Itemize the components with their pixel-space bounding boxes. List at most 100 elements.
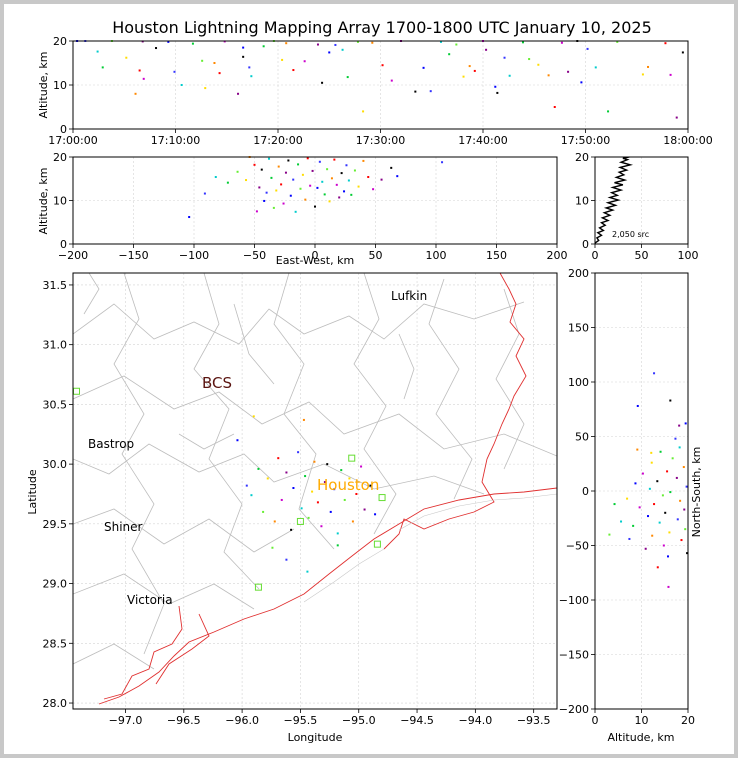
hist-y-tick-label: 20 <box>575 151 589 164</box>
ns-y-tick-label: 100 <box>568 376 589 389</box>
map-source-point <box>320 525 323 528</box>
ew-source-point <box>272 206 275 209</box>
time-source-point <box>553 106 556 108</box>
map-ylabel: Latitude <box>26 469 39 515</box>
ew-x-tick-label: 0 <box>312 249 319 262</box>
time-source-point <box>316 43 319 46</box>
ns-y-tick-label: 50 <box>575 431 589 444</box>
time-x-tick-label: 17:50:00 <box>561 134 610 147</box>
time-source-point <box>218 72 221 75</box>
map-source-point <box>348 477 351 480</box>
map-x-tick-label: −96.0 <box>225 714 259 727</box>
ew-source-point <box>299 187 302 190</box>
map-source-point <box>280 498 283 501</box>
time-source-point <box>242 55 245 58</box>
time-x-tick-label: 17:40:00 <box>458 134 507 147</box>
map-points <box>236 415 377 573</box>
map-source-point <box>277 457 280 460</box>
ns-x-ticks: 0 10 20 <box>592 709 695 727</box>
time-source-point <box>242 46 245 49</box>
map-source-point <box>329 510 332 513</box>
ew-x-tick-label: 200 <box>547 249 568 262</box>
map-y-ticks: 28.0 28.5 29.0 29.5 30.0 30.5 31.0 31.5 <box>43 279 73 710</box>
ew-source-point <box>314 205 316 208</box>
ew-source-point <box>345 164 348 167</box>
time-source-point <box>362 110 365 113</box>
map-source-point <box>313 460 316 463</box>
ew-source-point <box>353 169 356 172</box>
ns-source-point <box>613 503 616 506</box>
ns-points <box>608 372 689 588</box>
map-y-tick-label: 29.0 <box>43 578 68 591</box>
ew-source-point <box>306 157 309 160</box>
ns-x-tick-label: 20 <box>681 714 695 727</box>
ns-source-point <box>666 470 669 473</box>
ew-source-point <box>328 200 331 203</box>
ew-x-tick-label: 100 <box>426 249 447 262</box>
ew-source-point <box>326 168 329 171</box>
ns-x-tick-label: 10 <box>635 714 649 727</box>
histogram-panel: 0 50 100 0 10 20 2,050 src <box>575 151 699 262</box>
time-source-point <box>567 70 570 73</box>
ew-source-point <box>338 196 341 199</box>
map-x-tick-label: −95.5 <box>284 714 318 727</box>
map-source-point <box>316 501 319 504</box>
ns-source-point <box>653 372 656 375</box>
place-label-victoria: Victoria <box>127 593 173 607</box>
time-source-point <box>580 81 583 84</box>
time-source-point <box>101 66 104 69</box>
time-source-point <box>303 60 306 63</box>
place-label-lufkin: Lufkin <box>391 289 427 303</box>
ew-source-point <box>380 178 383 181</box>
ns-source-point <box>656 480 659 483</box>
ns-source-point <box>669 491 672 494</box>
place-label-bastrop: Bastrop <box>88 437 134 451</box>
ew-source-point <box>282 202 285 205</box>
time-source-point <box>281 58 284 61</box>
ns-source-point <box>676 518 679 521</box>
map-source-point <box>355 492 358 495</box>
map-x-tick-label: −96.5 <box>167 714 201 727</box>
map-source-point <box>290 528 293 531</box>
time-source-point <box>381 64 384 67</box>
ew-source-point <box>275 189 278 192</box>
ns-gridlines <box>594 272 689 710</box>
hist-y-tick-label: 0 <box>582 238 589 251</box>
time-source-point <box>173 70 176 73</box>
coast-fill-lines <box>303 493 557 603</box>
time-x-ticks: 17:00:00 17:10:00 17:20:00 17:30:00 17:40:00… <box>48 129 713 147</box>
ns-y-tick-label: −200 <box>559 703 589 716</box>
map-source-point <box>340 469 343 472</box>
map-source-point <box>262 510 265 513</box>
map-source-point <box>292 487 295 490</box>
lma-station-marker <box>373 540 381 548</box>
ew-source-point <box>255 210 258 213</box>
map-source-point <box>307 516 310 519</box>
ew-x-tick-label: −100 <box>179 249 209 262</box>
time-source-point <box>414 90 417 93</box>
ew-source-point <box>367 176 370 179</box>
time-source-point <box>138 69 141 72</box>
time-source-point <box>422 66 425 69</box>
ns-source-point <box>662 544 665 547</box>
time-source-point <box>134 92 137 95</box>
map-source-point <box>245 484 248 487</box>
ew-points <box>188 156 444 219</box>
time-source-point <box>594 66 597 69</box>
ew-source-point <box>203 192 206 195</box>
ew-source-point <box>330 177 333 180</box>
map-source-point <box>306 570 309 573</box>
ew-source-point <box>253 163 256 166</box>
ew-y-tick-label: 0 <box>60 238 67 251</box>
ns-source-point <box>647 515 650 518</box>
lma-figure: Houston Lightning Mapping Array 1700-180… <box>26 18 713 744</box>
ew-y-tick-label: 20 <box>53 151 67 164</box>
map-axes-frame <box>72 272 558 710</box>
place-label-shiner: Shiner <box>104 520 143 534</box>
ew-source-point <box>343 190 346 193</box>
ns-source-point <box>644 547 647 550</box>
ns-source-point <box>656 566 659 569</box>
time-source-point <box>607 110 610 113</box>
lma-station-marker <box>296 517 304 525</box>
time-source-point <box>664 42 667 45</box>
